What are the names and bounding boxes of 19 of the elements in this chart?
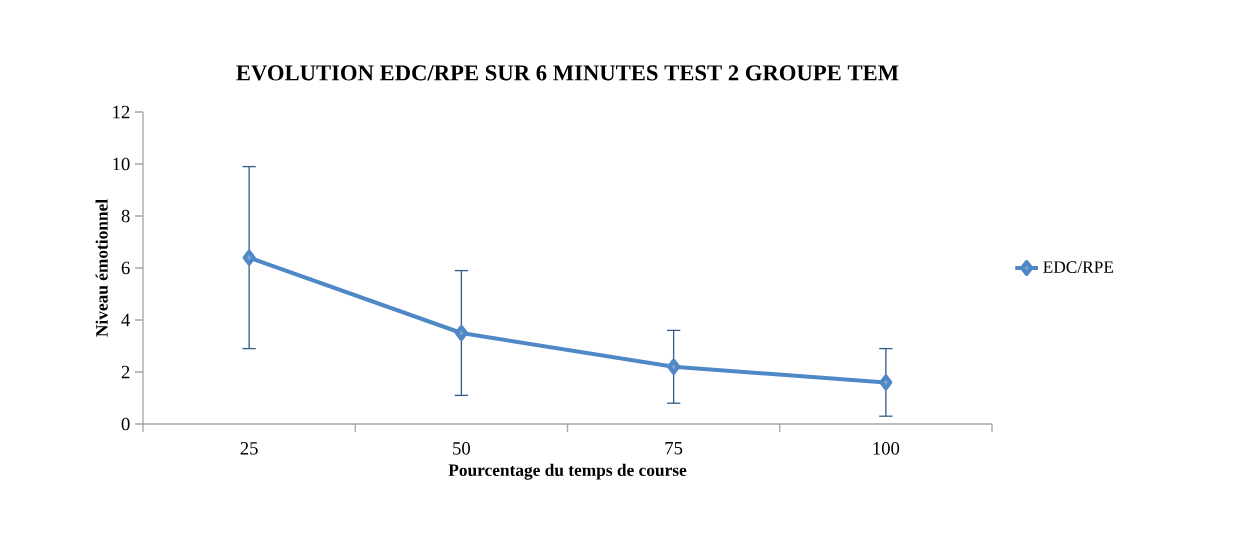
y-tick-label: 2 bbox=[121, 365, 130, 379]
y-tick-label: 12 bbox=[113, 105, 130, 119]
point bbox=[454, 325, 468, 341]
y-tick-label: 6 bbox=[121, 261, 130, 275]
x-tick-label: 50 bbox=[453, 442, 470, 455]
chart-title: EVOLUTION EDC/RPE SUR 6 MINUTES TEST 2 GROUPE TEM bbox=[236, 65, 899, 81]
x-tick-label: 25 bbox=[240, 442, 258, 455]
x-axis-title: Pourcentage du temps de course bbox=[448, 463, 687, 480]
y-tick-label: 4 bbox=[121, 313, 131, 327]
point bbox=[667, 358, 681, 375]
y-axis-title: Niveau émotionnel bbox=[95, 199, 108, 337]
legend-label: EDC/RPE bbox=[1043, 261, 1114, 273]
y-tick-label: 10 bbox=[113, 157, 130, 171]
y-tick-label: 0 bbox=[121, 417, 130, 431]
point bbox=[242, 249, 256, 266]
point bbox=[879, 374, 893, 391]
x-tick-label: 75 bbox=[665, 442, 683, 455]
x-tick-label: 100 bbox=[873, 442, 900, 455]
y-tick-label: 8 bbox=[121, 209, 130, 223]
